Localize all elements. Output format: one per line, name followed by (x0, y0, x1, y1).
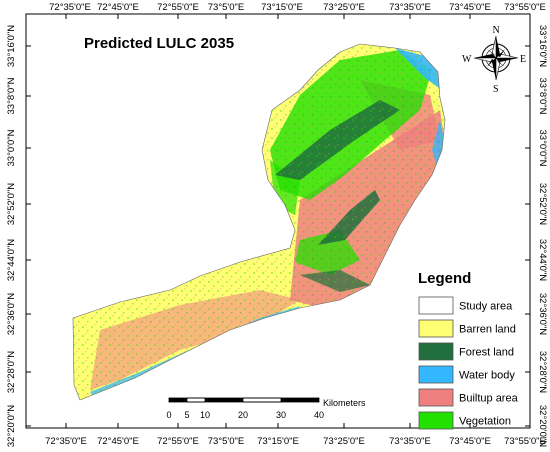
top-tick-label: 73°5'0"E (208, 2, 244, 13)
top-tick-label: 73°55'0"E (504, 2, 546, 13)
scale-unit: Kilometers (323, 398, 366, 408)
right-tick-label: 32°20'0"N (537, 405, 548, 447)
left-tick-label: 33°16'0"N (6, 25, 17, 67)
top-tick-label: 72°35'0"E (49, 2, 91, 13)
bottom-tick-label: 73°5'0"E (208, 436, 244, 447)
right-tick-label: 32°44'0"N (537, 239, 548, 281)
legend-swatch (418, 411, 454, 430)
top-tick-label: 73°35'0"E (389, 2, 431, 13)
scale-tick-label: 0 (166, 410, 171, 420)
scale-tick-label: 10 (200, 410, 210, 420)
compass-n: N (493, 25, 500, 36)
bottom-tick-label: 73°45'0"E (449, 436, 491, 447)
legend-label: Builtup area (459, 393, 519, 405)
bottom-tick-label: 72°55'0"E (157, 436, 199, 447)
left-tick-label: 33°0'0"N (6, 129, 17, 166)
legend-swatch (418, 296, 454, 315)
scale-tick-label: 20 (238, 410, 248, 420)
legend-swatch (418, 388, 454, 407)
bottom-tick-label: 73°15'0"E (257, 436, 299, 447)
scale-tick-label: 30 (276, 410, 286, 420)
bottom-tick-label: 72°45'0"E (97, 436, 139, 447)
bottom-tick-label: 73°25'0"E (323, 436, 365, 447)
top-tick-label: 73°45'0"E (449, 2, 491, 13)
scale-tick-label: 40 (314, 410, 324, 420)
legend: Legend Study area Barren land Forest land W… (418, 270, 519, 430)
scale-tick-label: 5 (184, 410, 189, 420)
north-arrow-icon: N S E W (462, 25, 526, 95)
right-tick-label: 33°0'0"N (537, 130, 548, 167)
left-tick-label: 33°8'0"N (6, 77, 17, 114)
bottom-tick-label: 73°35'0"E (389, 436, 431, 447)
left-tick-label: 32°28'0"N (6, 351, 17, 393)
top-tick-label: 72°45'0"E (97, 2, 139, 13)
top-tick-label: 73°25'0"E (323, 2, 365, 13)
legend-swatch (418, 365, 454, 384)
legend-label: Water body (459, 370, 515, 382)
bottom-tick-label: 73°55'0"E (504, 436, 546, 447)
left-tick-label: 32°36'0"N (6, 293, 17, 335)
left-tick-label: 32°44'0"N (6, 239, 17, 281)
legend-label: Study area (459, 301, 513, 313)
right-tick-label: 32°36'0"N (537, 293, 548, 335)
legend-swatch (418, 342, 454, 361)
right-tick-label: 33°16'0"N (537, 25, 548, 67)
right-tick-label: 33°8'0"N (537, 78, 548, 115)
compass-w: W (462, 54, 472, 65)
compass-s: S (493, 84, 499, 95)
legend-label: Forest land (459, 347, 514, 359)
scale-bar: Kilometers 0 5 10 20 30 40 (166, 397, 366, 420)
legend-title: Legend (418, 270, 471, 287)
left-tick-label: 32°52'0"N (6, 183, 17, 225)
left-tick-label: 32°20'0"N (6, 405, 17, 447)
top-tick-label: 72°55'0"E (157, 2, 199, 13)
legend-label: Barren land (459, 324, 516, 336)
right-tick-label: 32°52'0"N (537, 183, 548, 225)
bottom-tick-label: 72°35'0"E (45, 436, 87, 447)
legend-swatch (418, 319, 454, 338)
compass-e: E (520, 54, 526, 65)
right-tick-label: 32°28'0"N (537, 351, 548, 393)
top-tick-label: 73°15'0"E (261, 2, 303, 13)
map-title: Predicted LULC 2035 (84, 35, 234, 52)
legend-label: Vegetation (459, 416, 511, 428)
